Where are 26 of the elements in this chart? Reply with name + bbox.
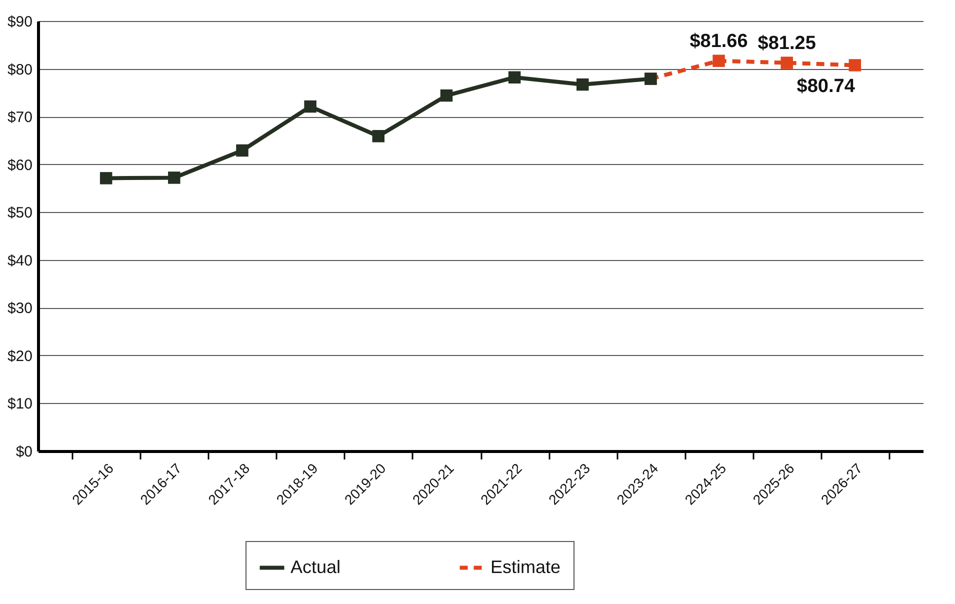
y-tick-label: $20	[7, 348, 32, 365]
point	[508, 71, 521, 84]
point	[236, 144, 248, 157]
point	[304, 100, 316, 113]
point	[712, 54, 725, 67]
point	[100, 172, 112, 184]
y-tick-label: $50	[7, 204, 32, 222]
point	[780, 56, 793, 69]
y-tick-label: $40	[7, 252, 32, 270]
y-tick-label: $70	[7, 109, 32, 126]
point	[576, 78, 589, 91]
legend-label: Actual	[290, 556, 341, 577]
y-tick-label: $80	[7, 61, 32, 78]
y-tick-label: $90	[7, 14, 32, 30]
y-tick-label: $0	[16, 444, 32, 460]
point	[168, 172, 180, 184]
y-tick-label: $30	[7, 300, 32, 318]
point	[848, 59, 862, 72]
point	[372, 130, 385, 142]
point	[440, 89, 453, 102]
data-label: $80.74	[796, 76, 856, 98]
y-tick-label: $60	[7, 156, 32, 174]
data-label: $81.66	[690, 30, 748, 52]
legend-label: Estimate	[490, 556, 561, 577]
data-label: $81.25	[758, 32, 816, 54]
y-tick-label: $10	[7, 396, 32, 413]
